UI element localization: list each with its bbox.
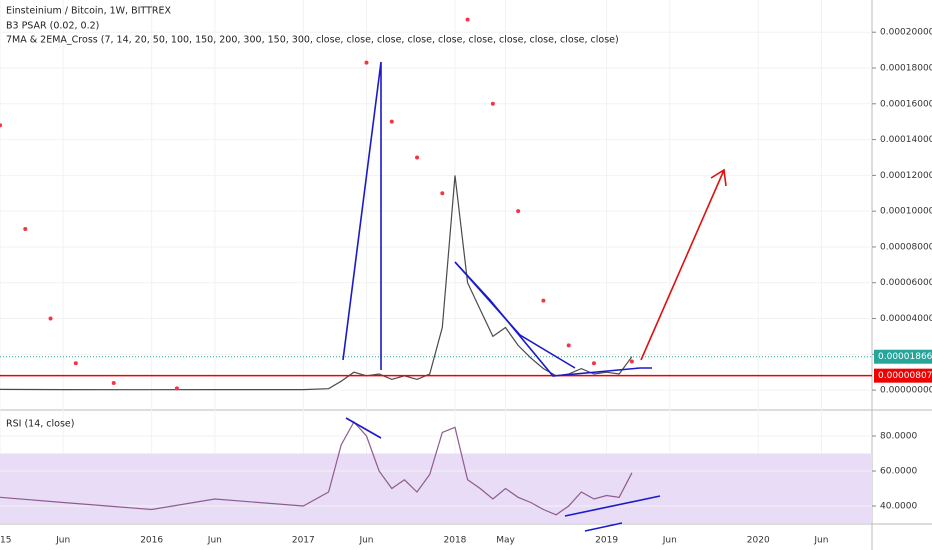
y-tick-label: 0.00014000 (880, 135, 932, 145)
x-tick-label: 2020 (747, 536, 770, 546)
rsi-band (0, 453, 872, 523)
trendline (454, 261, 576, 369)
y-tick-label: 0.00020000 (880, 28, 932, 38)
psar-dot (73, 361, 78, 366)
x-tick-label: May (496, 536, 515, 546)
price-tag (874, 368, 932, 383)
chart-title: Einsteinium / Bitcoin, 1W, BITTREX (6, 6, 171, 17)
x-tick-label: 2017 (292, 536, 315, 546)
psar-dot (591, 361, 596, 366)
psar-dot (516, 209, 521, 214)
x-tick-label: 2015 (0, 536, 11, 546)
arrow (640, 168, 727, 361)
y-tick-label: 60.0000 (880, 467, 917, 477)
trendline (345, 417, 382, 439)
psar-dot (364, 60, 369, 65)
y-tick-label: 0.00012000 (880, 171, 932, 181)
psar-dot (629, 359, 634, 364)
rsi-title: RSI (14, close) (6, 419, 74, 430)
x-tick-label: Jun (813, 536, 828, 546)
psar-dot (541, 298, 546, 303)
y-tick-label: 0.00008000 (880, 242, 932, 252)
psar-dot (440, 191, 445, 196)
psar-dot (566, 343, 571, 348)
psar-dot (48, 316, 53, 321)
trendline (564, 495, 661, 517)
psar-dot (174, 386, 179, 391)
psar-dot (415, 155, 420, 160)
x-tick-label: Jun (358, 536, 373, 546)
y-tick-label: 0.00004000 (880, 314, 932, 324)
y-tick-label: 80.0000 (880, 432, 917, 442)
trendline (342, 61, 382, 370)
y-tick-label: 0.00006000 (880, 278, 932, 288)
psar-dot (111, 380, 116, 385)
price-tag (874, 349, 932, 364)
support-label: 0.00000807 (878, 371, 932, 381)
psar-dot (389, 119, 394, 124)
x-tick-label: Jun (55, 536, 70, 546)
indicator-label: B3 PSAR (0.02, 0.2) (6, 21, 99, 32)
trendline (454, 261, 652, 377)
price-line (0, 420, 633, 516)
x-tick-label: 2016 (140, 536, 163, 546)
price-line (0, 175, 633, 391)
trendlines (342, 61, 661, 532)
indicator-label: 7MA & 2EMA_Cross (7, 14, 20, 50, 100, 15… (6, 35, 619, 46)
trendline (584, 522, 623, 532)
y-tick-label: 0.00000000 (880, 386, 932, 396)
x-tick-label: Jun (662, 536, 677, 546)
x-tick-label: 2018 (444, 536, 467, 546)
last-price-label: 0.00001866 (878, 352, 932, 362)
psar-dot (0, 123, 2, 128)
y-tick-label: 0.00016000 (880, 99, 932, 109)
psar-dot (465, 17, 470, 22)
y-tick-label: 0.00010000 (880, 207, 932, 217)
psar-dot (490, 101, 495, 106)
x-tick-label: Jun (207, 536, 222, 546)
psar-dot (23, 227, 28, 232)
x-tick-label: 2019 (595, 536, 618, 546)
y-tick-label: 40.0000 (880, 502, 917, 512)
y-tick-label: 0.00018000 (880, 64, 932, 74)
